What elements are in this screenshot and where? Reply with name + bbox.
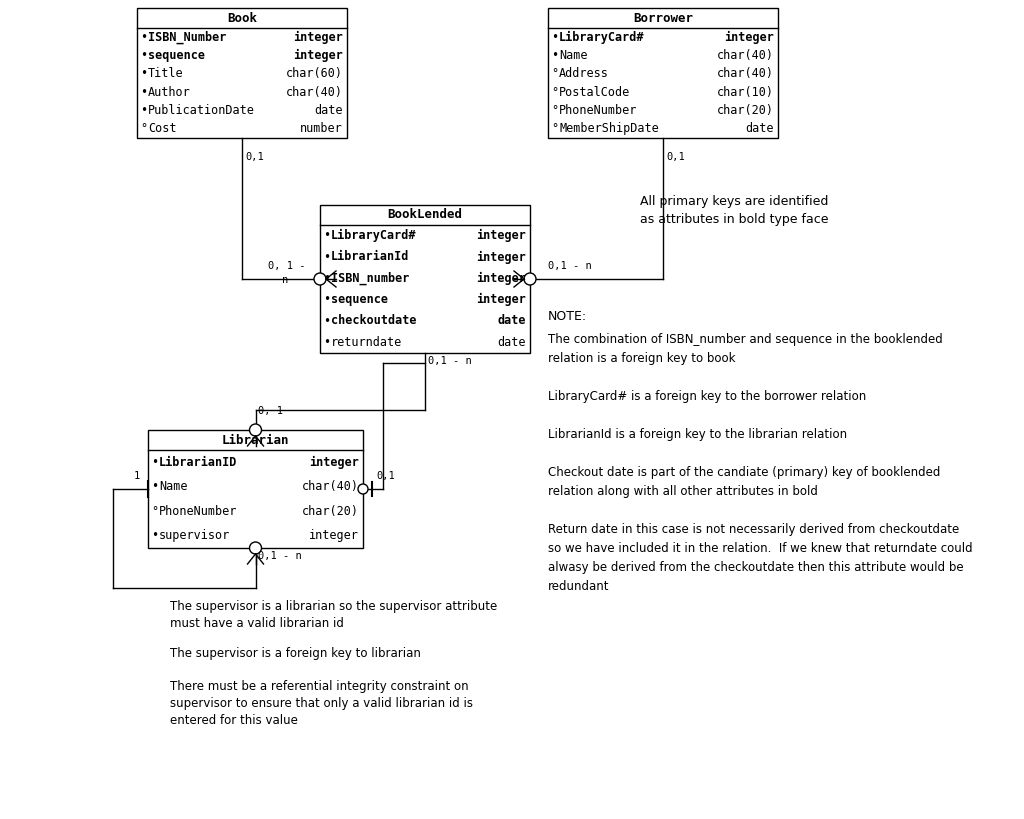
Text: °: °	[551, 122, 558, 135]
Text: integer: integer	[309, 455, 359, 468]
Text: Title: Title	[148, 67, 183, 80]
Text: ISBN_number: ISBN_number	[331, 272, 410, 285]
Text: The supervisor is a foreign key to librarian: The supervisor is a foreign key to libra…	[170, 647, 421, 660]
Text: •: •	[140, 86, 147, 98]
Text: BookLended: BookLended	[387, 209, 463, 221]
Text: 0,1 - n: 0,1 - n	[257, 551, 301, 561]
Text: 0,1: 0,1	[666, 152, 685, 162]
Text: LibraryCard#: LibraryCard#	[331, 229, 417, 242]
Text: date: date	[498, 336, 526, 349]
Circle shape	[314, 273, 326, 285]
Text: integer: integer	[724, 30, 774, 43]
Text: sequence: sequence	[331, 293, 388, 306]
Text: °: °	[140, 122, 147, 135]
Text: integer: integer	[476, 293, 526, 306]
Text: returndate: returndate	[331, 336, 402, 349]
Text: •: •	[323, 293, 330, 306]
Text: •: •	[140, 104, 147, 117]
Text: °: °	[551, 86, 558, 98]
Text: PhoneNumber: PhoneNumber	[559, 104, 637, 117]
Circle shape	[358, 484, 368, 494]
Text: Borrower: Borrower	[633, 11, 693, 25]
Text: All primary keys are identified
as attributes in bold type face: All primary keys are identified as attri…	[640, 195, 828, 226]
Text: Author: Author	[148, 86, 190, 98]
Text: MemberShipDate: MemberShipDate	[559, 122, 658, 135]
Text: char(10): char(10)	[717, 86, 774, 98]
Text: char(40): char(40)	[302, 480, 359, 493]
Text: Name: Name	[559, 49, 588, 62]
Text: Cost: Cost	[148, 122, 176, 135]
Text: char(20): char(20)	[302, 505, 359, 518]
Text: °: °	[151, 505, 158, 518]
Text: The supervisor is a librarian so the supervisor attribute
must have a valid libr: The supervisor is a librarian so the sup…	[170, 600, 498, 630]
Text: char(60): char(60)	[286, 67, 343, 80]
Text: 0,1 - n: 0,1 - n	[428, 356, 472, 366]
Circle shape	[250, 542, 261, 554]
Text: •: •	[551, 30, 558, 43]
Text: integer: integer	[476, 229, 526, 242]
Text: date: date	[498, 314, 526, 328]
Text: PhoneNumber: PhoneNumber	[159, 505, 238, 518]
Text: •: •	[323, 229, 330, 242]
Text: •: •	[551, 49, 558, 62]
Bar	[137, 8, 347, 138]
Text: date: date	[314, 104, 343, 117]
Text: NOTE:: NOTE:	[548, 310, 587, 323]
Bar	[548, 8, 778, 138]
Text: number: number	[300, 122, 343, 135]
Bar	[319, 205, 530, 353]
Text: 0, 1 -: 0, 1 -	[268, 261, 305, 271]
Text: integer: integer	[293, 30, 343, 43]
Text: n: n	[282, 275, 288, 285]
Text: integer: integer	[309, 529, 359, 542]
Text: •: •	[323, 314, 330, 328]
Text: sequence: sequence	[148, 49, 205, 62]
Text: •: •	[140, 30, 147, 43]
Text: 0,1: 0,1	[376, 471, 394, 481]
Text: integer: integer	[476, 272, 526, 285]
Text: °: °	[551, 104, 558, 117]
Text: •: •	[140, 49, 147, 62]
Text: Address: Address	[559, 67, 609, 80]
Text: Name: Name	[159, 480, 187, 493]
Text: °: °	[551, 67, 558, 80]
Text: •: •	[151, 529, 158, 542]
Text: LibrarianID: LibrarianID	[159, 455, 238, 468]
Text: 0,1 - n: 0,1 - n	[548, 261, 592, 271]
Text: date: date	[745, 122, 774, 135]
Text: •: •	[323, 272, 330, 285]
Text: 0, 1: 0, 1	[258, 406, 284, 416]
Text: 0,1: 0,1	[245, 152, 264, 162]
Text: 1: 1	[134, 471, 140, 481]
Text: •: •	[151, 480, 158, 493]
Text: char(40): char(40)	[286, 86, 343, 98]
Text: •: •	[323, 336, 330, 349]
Circle shape	[524, 273, 536, 285]
Text: integer: integer	[476, 251, 526, 264]
Text: char(20): char(20)	[717, 104, 774, 117]
Text: PostalCode: PostalCode	[559, 86, 630, 98]
Text: char(40): char(40)	[717, 67, 774, 80]
Bar	[148, 430, 362, 548]
Text: integer: integer	[293, 49, 343, 62]
Text: LibraryCard#: LibraryCard#	[559, 30, 644, 43]
Text: •: •	[140, 67, 147, 80]
Text: Librarian: Librarian	[222, 433, 289, 446]
Text: There must be a referential integrity constraint on
supervisor to ensure that on: There must be a referential integrity co…	[170, 680, 473, 727]
Text: checkoutdate: checkoutdate	[331, 314, 417, 328]
Text: ISBN_Number: ISBN_Number	[148, 30, 226, 44]
Text: Book: Book	[227, 11, 257, 25]
Circle shape	[250, 424, 261, 436]
Text: PublicationDate: PublicationDate	[148, 104, 255, 117]
Text: supervisor: supervisor	[159, 529, 230, 542]
Text: The combination of ISBN_number and sequence in the booklended
relation is a fore: The combination of ISBN_number and seque…	[548, 333, 973, 593]
Text: •: •	[151, 455, 158, 468]
Text: •: •	[323, 251, 330, 264]
Text: LibrarianId: LibrarianId	[331, 251, 410, 264]
Text: char(40): char(40)	[717, 49, 774, 62]
